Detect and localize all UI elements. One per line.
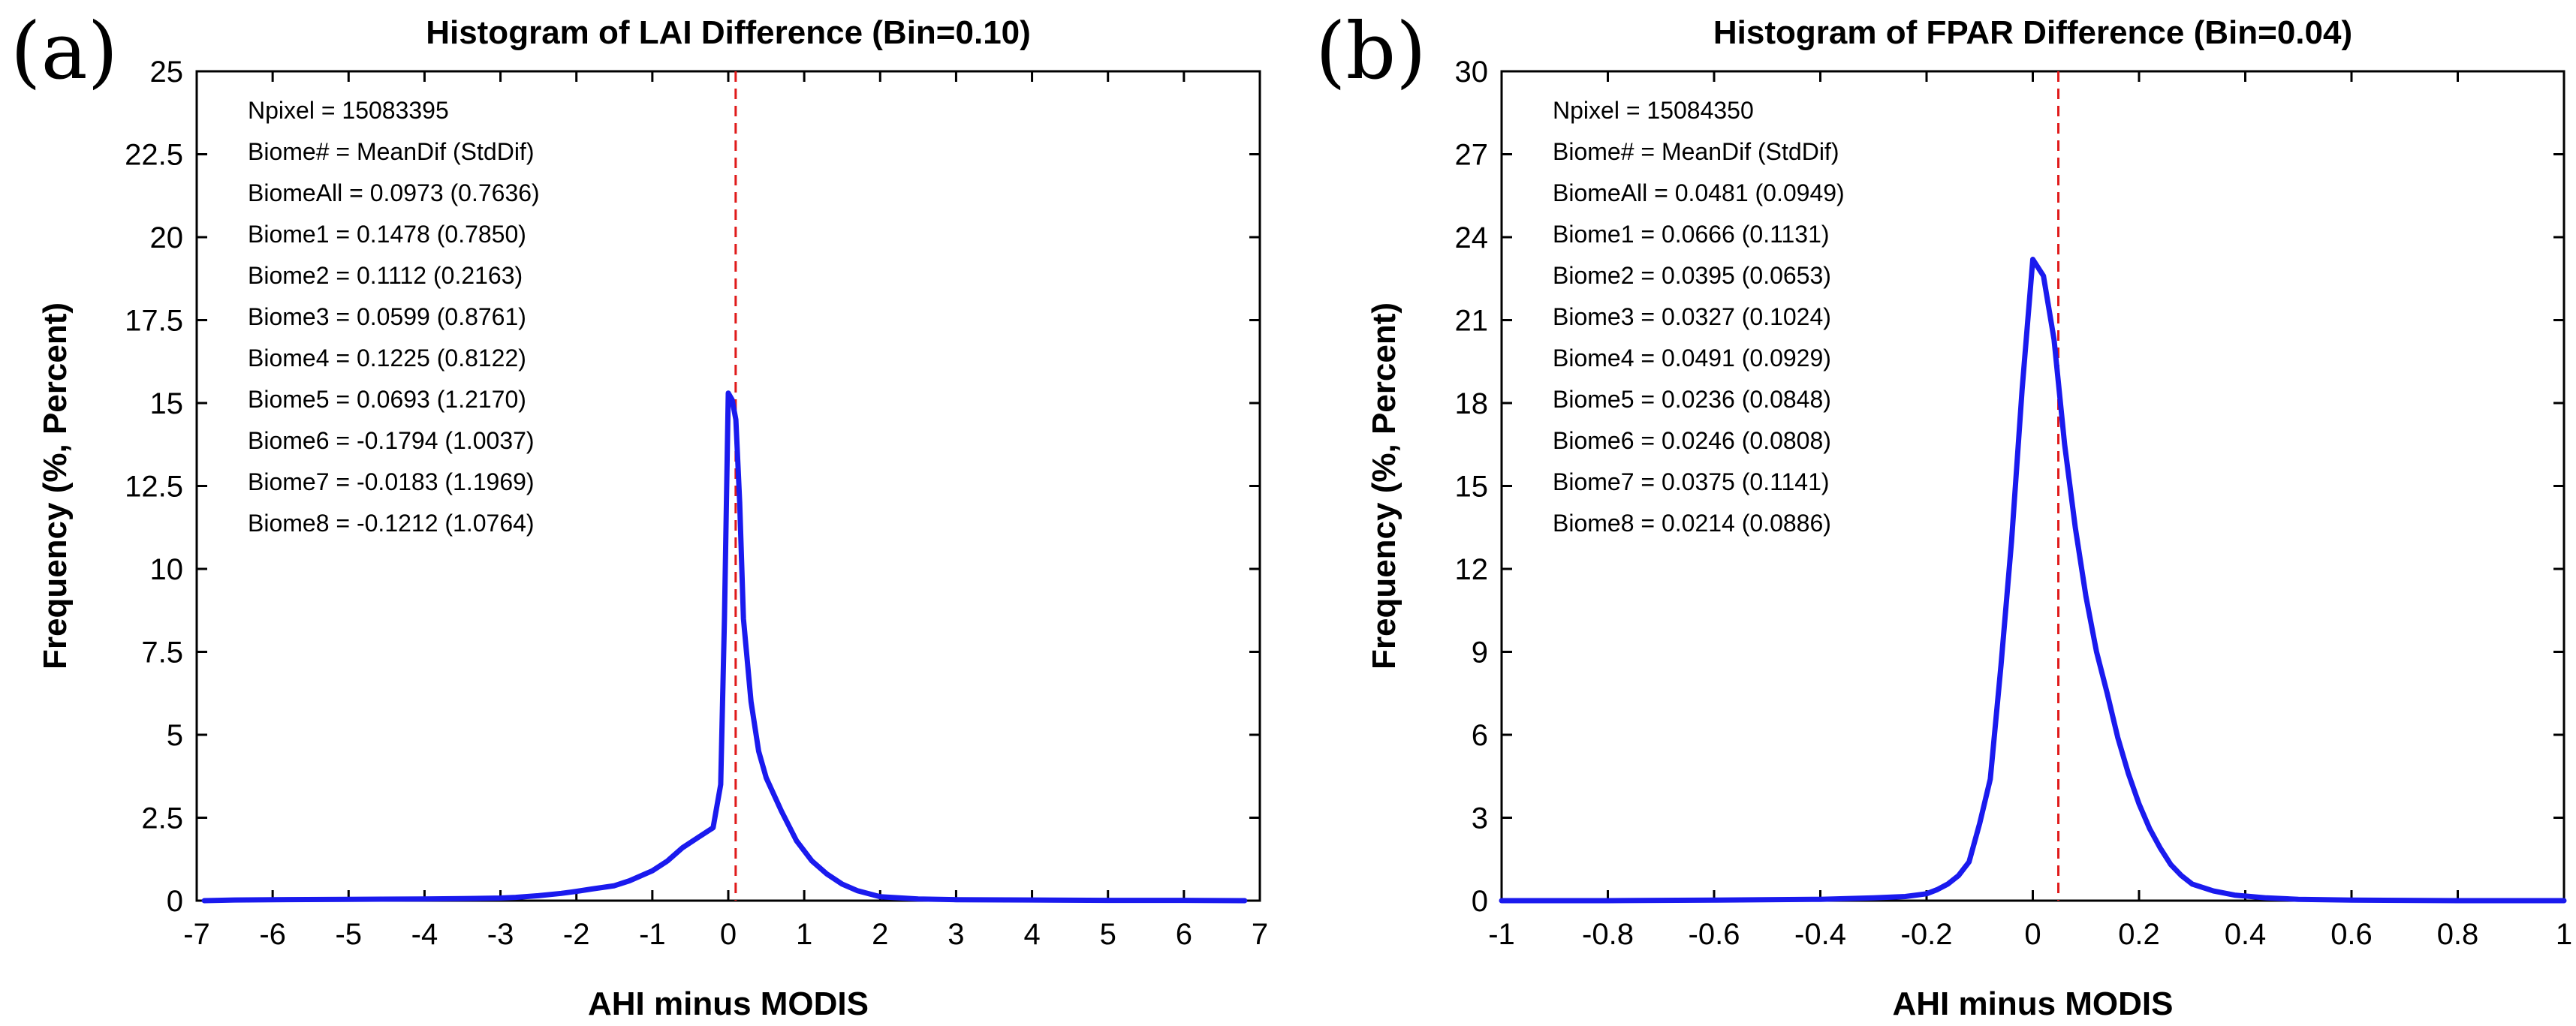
x-tick-label: -3 xyxy=(487,918,514,951)
y-tick-label: 5 xyxy=(167,719,183,752)
y-tick-label: 24 xyxy=(1455,221,1489,254)
y-tick-label: 9 xyxy=(1472,636,1488,669)
y-tick-label: 25 xyxy=(150,56,184,89)
x-tick-label: -0.6 xyxy=(1689,918,1740,951)
x-tick-label: 1 xyxy=(796,918,812,951)
y-tick-label: 2.5 xyxy=(141,802,183,835)
x-tick-label: 0 xyxy=(720,918,737,951)
chart-panel-a: (a) Histogram of LAI Difference (Bin=0.10… xyxy=(11,5,1268,1022)
y-tick-label: 6 xyxy=(1472,719,1488,752)
chart-panel-b: (b) Histogram of FPAR Difference (Bin=0.0… xyxy=(1315,5,2572,1022)
y-tick-label: 30 xyxy=(1455,56,1489,89)
stat-annotation: Biome1 = 0.0666 (0.1131) xyxy=(1553,221,1830,248)
series-line xyxy=(1499,257,2567,904)
x-tick-label: -0.4 xyxy=(1794,918,1846,951)
x-tick-label: -0.2 xyxy=(1901,918,1953,951)
stat-annotation: Biome5 = 0.0236 (0.0848) xyxy=(1553,386,1831,413)
x-tick-label: -7 xyxy=(183,918,210,951)
x-tick-label: -1 xyxy=(639,918,666,951)
x-tick-label: 3 xyxy=(948,918,964,951)
y-tick-label: 18 xyxy=(1455,387,1489,420)
x-axis-label: AHI minus MODIS xyxy=(1892,985,2173,1022)
panel-label: (b) xyxy=(1315,5,1427,97)
x-tick-label: 6 xyxy=(1176,918,1192,951)
chart-title: Histogram of FPAR Difference (Bin=0.04) xyxy=(1713,14,2352,51)
x-tick-label: -5 xyxy=(335,918,362,951)
stat-annotation: Biome# = MeanDif (StdDif) xyxy=(248,138,534,165)
chart-title: Histogram of LAI Difference (Bin=0.10) xyxy=(426,14,1031,51)
y-axis-label: Frequency (%, Percent) xyxy=(1366,302,1402,669)
x-axis-label: AHI minus MODIS xyxy=(588,985,869,1022)
stat-annotation: Biome3 = 0.0599 (0.8761) xyxy=(248,303,526,330)
x-tick-label: 0.8 xyxy=(2437,918,2479,951)
stat-annotation: Biome6 = 0.0246 (0.0808) xyxy=(1553,427,1831,454)
panel-label: (a) xyxy=(11,5,118,97)
stat-annotation: Biome8 = -0.1212 (1.0764) xyxy=(248,510,535,537)
stat-annotation: Biome# = MeanDif (StdDif) xyxy=(1553,138,1839,165)
x-tick-label: 4 xyxy=(1023,918,1040,951)
y-tick-label: 0 xyxy=(1472,885,1488,918)
x-tick-label: 0 xyxy=(2024,918,2041,951)
y-tick-label: 15 xyxy=(150,387,184,420)
x-tick-label: -1 xyxy=(1488,918,1515,951)
x-tick-label: 0.6 xyxy=(2330,918,2373,951)
x-tick-label: -0.8 xyxy=(1582,918,1634,951)
x-tick-label: 0.4 xyxy=(2225,918,2267,951)
stat-annotation: Npixel = 15083395 xyxy=(248,97,449,124)
y-tick-label: 7.5 xyxy=(141,636,183,669)
stat-annotation: Biome4 = 0.0491 (0.0929) xyxy=(1553,345,1831,372)
stat-annotation: BiomeAll = 0.0973 (0.7636) xyxy=(248,179,540,206)
y-tick-label: 17.5 xyxy=(125,305,183,338)
stat-annotation: Npixel = 15084350 xyxy=(1553,97,1754,124)
stat-annotation: Biome2 = 0.0395 (0.0653) xyxy=(1553,262,1831,289)
stat-annotation: Biome6 = -0.1794 (1.0037) xyxy=(248,427,535,454)
y-axis-label: Frequency (%, Percent) xyxy=(37,302,74,669)
stat-annotation: Biome7 = -0.0183 (1.1969) xyxy=(248,468,535,495)
series-line xyxy=(201,390,1248,904)
y-tick-label: 0 xyxy=(167,885,183,918)
stat-annotation: Biome4 = 0.1225 (0.8122) xyxy=(248,345,526,372)
stat-annotation: BiomeAll = 0.0481 (0.0949) xyxy=(1553,179,1845,206)
stat-annotation: Biome7 = 0.0375 (0.1141) xyxy=(1553,468,1830,495)
y-tick-label: 22.5 xyxy=(125,139,183,172)
x-tick-label: 2 xyxy=(872,918,888,951)
y-tick-label: 10 xyxy=(150,553,184,586)
x-tick-label: -6 xyxy=(259,918,286,951)
y-tick-label: 27 xyxy=(1455,139,1489,172)
x-tick-label: -4 xyxy=(411,918,438,951)
stat-annotation: Biome3 = 0.0327 (0.1024) xyxy=(1553,303,1831,330)
x-tick-label: 0.2 xyxy=(2118,918,2160,951)
stat-annotation: Biome2 = 0.1112 (0.2163) xyxy=(248,262,523,289)
x-tick-label: -2 xyxy=(563,918,590,951)
stat-annotation: Biome8 = 0.0214 (0.0886) xyxy=(1553,510,1831,537)
y-tick-label: 21 xyxy=(1455,305,1489,338)
x-tick-label: 1 xyxy=(2556,918,2572,951)
x-tick-label: 7 xyxy=(1252,918,1268,951)
y-tick-label: 12.5 xyxy=(125,471,183,504)
stat-annotation: Biome5 = 0.0693 (1.2170) xyxy=(248,386,526,413)
y-tick-label: 12 xyxy=(1455,553,1489,586)
y-tick-label: 15 xyxy=(1455,471,1489,504)
y-tick-label: 3 xyxy=(1472,802,1488,835)
x-tick-label: 5 xyxy=(1100,918,1116,951)
stat-annotation: Biome1 = 0.1478 (0.7850) xyxy=(248,221,526,248)
y-tick-label: 20 xyxy=(150,221,184,254)
